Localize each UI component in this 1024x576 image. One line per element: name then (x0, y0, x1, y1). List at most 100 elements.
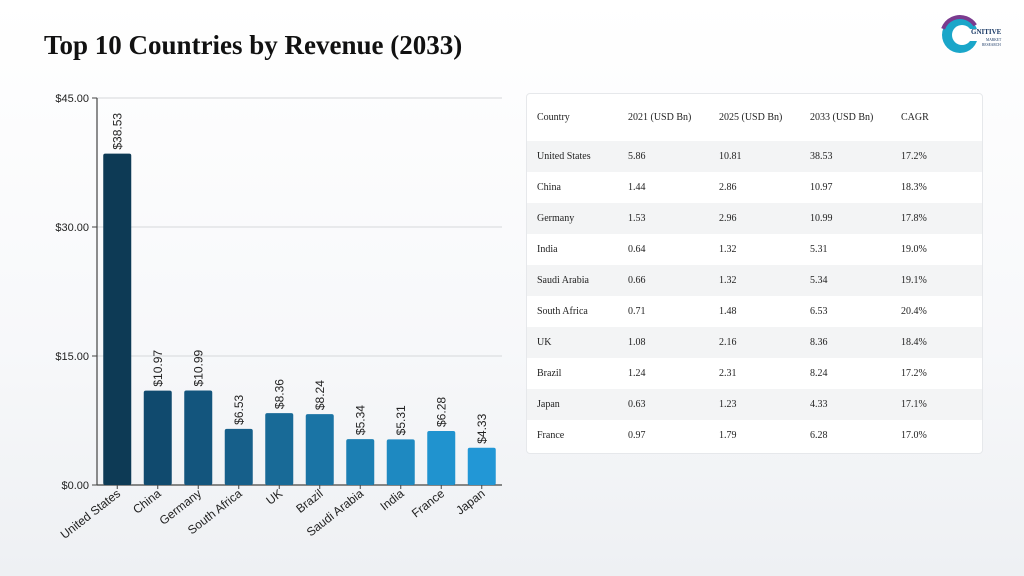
x-tick-label: Japan (453, 486, 487, 517)
cell-country: India (537, 244, 558, 255)
company-logo: GNITIVE MARKET RESEARCH (940, 15, 1002, 55)
cell-2021: 0.66 (628, 275, 646, 286)
data-label: $10.97 (151, 350, 165, 387)
cell-2021: 1.44 (628, 182, 646, 193)
cell-country: Japan (537, 399, 560, 410)
bar-brazil (305, 414, 334, 485)
data-label: $8.24 (313, 380, 327, 410)
cell-2033: 10.99 (810, 213, 833, 224)
column-header-2033: 2033 (USD Bn) (810, 112, 874, 123)
logo-text: GNITIVE (971, 28, 1002, 36)
cell-2025: 2.86 (719, 182, 737, 193)
data-label: $5.34 (353, 405, 367, 435)
x-tick-label: India (377, 486, 406, 513)
table-row: Germany 1.53 2.96 10.99 17.8% (527, 203, 982, 234)
bar-china (143, 390, 172, 485)
logo-subtext-1: MARKET (986, 38, 1002, 42)
cell-2033: 38.53 (810, 151, 833, 162)
revenue-bar-chart: $0.00 $15.00 $30.00 $45.00 $38.53 United Stat… (55, 93, 502, 542)
cell-2033: 5.31 (810, 244, 828, 255)
cell-cagr: 18.4% (901, 337, 927, 348)
bar-saudi-arabia (346, 439, 375, 485)
cell-cagr: 19.0% (901, 244, 927, 255)
data-label: $6.28 (434, 397, 448, 427)
cell-cagr: 17.2% (901, 368, 927, 379)
cell-2025: 1.79 (719, 430, 737, 441)
bar-united-states (103, 153, 132, 485)
bar-south-africa (224, 428, 253, 485)
x-tick-label: United States (58, 486, 123, 541)
table-row: United States 5.86 10.81 38.53 17.2% (527, 141, 982, 172)
cell-country: Germany (537, 213, 575, 224)
cell-2021: 0.63 (628, 399, 646, 410)
cell-2025: 2.31 (719, 368, 737, 379)
table-row: UK 1.08 2.16 8.36 18.4% (527, 327, 982, 358)
cell-2021: 0.71 (628, 306, 646, 317)
column-header-2021: 2021 (USD Bn) (628, 112, 692, 123)
table-row: Brazil 1.24 2.31 8.24 17.2% (527, 358, 982, 389)
cell-2025: 1.32 (719, 244, 737, 255)
cell-2021: 0.97 (628, 430, 646, 441)
cell-cagr: 17.1% (901, 399, 927, 410)
table-row: Japan 0.63 1.23 4.33 17.1% (527, 389, 982, 420)
column-header-2025: 2025 (USD Bn) (719, 112, 783, 123)
revenue-table-card: Country 2021 (USD Bn) 2025 (USD Bn) 2033… (526, 93, 983, 454)
cell-country: UK (537, 337, 552, 348)
x-tick-label: China (130, 486, 164, 517)
data-label: $4.33 (475, 413, 489, 443)
data-label: $8.36 (272, 379, 286, 409)
cell-cagr: 20.4% (901, 306, 927, 317)
cell-2025: 1.48 (719, 306, 737, 317)
cell-2025: 1.32 (719, 275, 737, 286)
cell-2033: 6.28 (810, 430, 828, 441)
cell-country: France (537, 430, 565, 441)
y-tick-label: $15.00 (55, 351, 89, 363)
column-header-country: Country (537, 112, 570, 123)
cell-cagr: 17.0% (901, 430, 927, 441)
cell-country: China (537, 182, 561, 193)
y-tick-label: $45.00 (55, 93, 89, 105)
cell-2033: 10.97 (810, 182, 833, 193)
cell-2025: 1.23 (719, 399, 737, 410)
cell-cagr: 17.8% (901, 213, 927, 224)
page-title: Top 10 Countries by Revenue (2033) (44, 30, 463, 60)
cell-2025: 10.81 (719, 151, 742, 162)
column-header-cagr: CAGR (901, 112, 929, 123)
table-row: Saudi Arabia 0.66 1.32 5.34 19.1% (527, 265, 982, 296)
y-tick-label: $0.00 (61, 480, 89, 492)
cell-cagr: 17.2% (901, 151, 927, 162)
y-tick-label: $30.00 (55, 222, 89, 234)
cell-cagr: 18.3% (901, 182, 927, 193)
bar-germany (184, 390, 213, 485)
cell-2025: 2.16 (719, 337, 737, 348)
cell-country: Brazil (537, 368, 562, 379)
x-tick-label: France (409, 486, 447, 520)
cell-2025: 2.96 (719, 213, 737, 224)
bar-uk (265, 413, 294, 485)
cell-2021: 1.53 (628, 213, 646, 224)
bar-japan (467, 447, 496, 485)
bar-france (427, 430, 456, 485)
table-row: France 0.97 1.79 6.28 17.0% (527, 420, 982, 451)
table-row: India 0.64 1.32 5.31 19.0% (527, 234, 982, 265)
x-tick-label: Brazil (293, 486, 325, 516)
cell-2033: 6.53 (810, 306, 828, 317)
cell-2033: 4.33 (810, 399, 828, 410)
data-label: $6.53 (232, 394, 246, 424)
logo-ring-cut (966, 29, 980, 41)
x-tick-label: UK (263, 486, 285, 507)
cell-2033: 8.36 (810, 337, 828, 348)
cell-2021: 5.86 (628, 151, 646, 162)
cell-2021: 1.24 (628, 368, 646, 379)
cell-2021: 0.64 (628, 244, 646, 255)
cell-cagr: 19.1% (901, 275, 927, 286)
bar-india (386, 439, 415, 485)
cell-2021: 1.08 (628, 337, 646, 348)
revenue-table: Country 2021 (USD Bn) 2025 (USD Bn) 2033… (527, 94, 982, 451)
data-label: $10.99 (191, 349, 205, 386)
data-label: $5.31 (394, 405, 408, 435)
logo-subtext-2: RESEARCH (982, 43, 1001, 47)
cell-2033: 8.24 (810, 368, 828, 379)
table-row: South Africa 0.71 1.48 6.53 20.4% (527, 296, 982, 327)
cell-2033: 5.34 (810, 275, 828, 286)
